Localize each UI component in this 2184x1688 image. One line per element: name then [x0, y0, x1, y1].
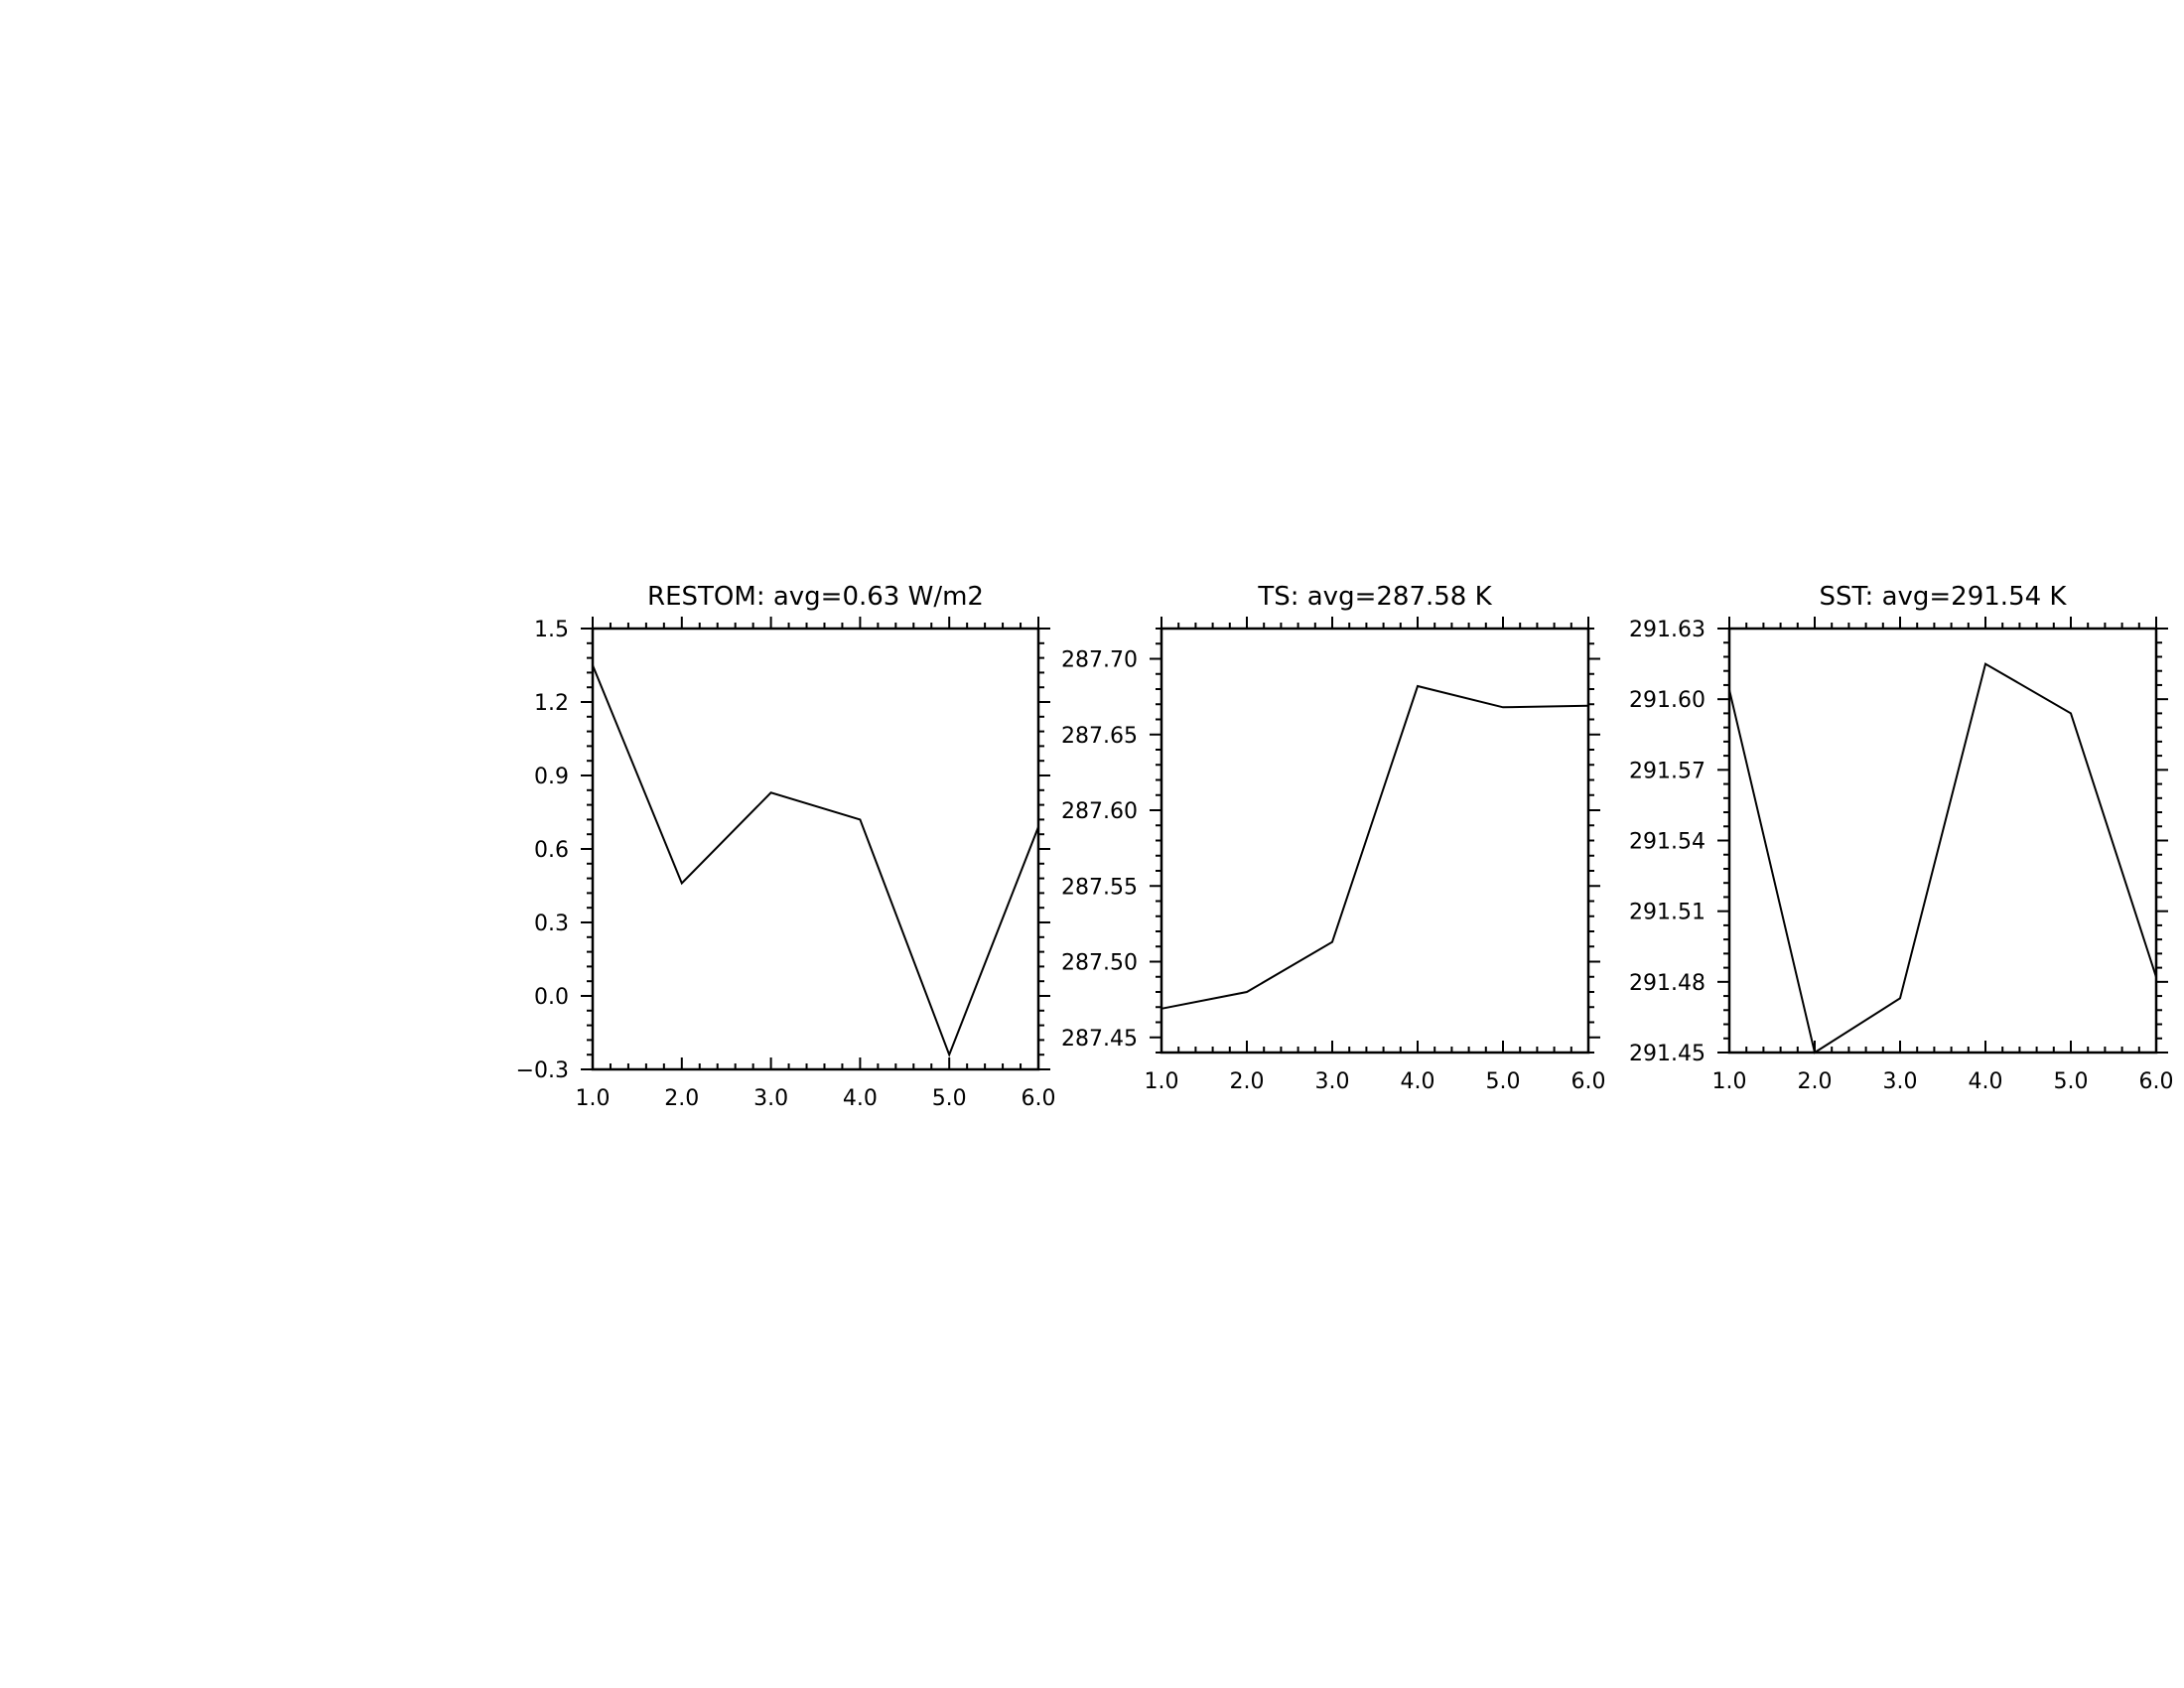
chart-2-y-tick-label: 287.60 [1061, 799, 1138, 824]
chart-1-x-tick-label: 3.0 [753, 1086, 788, 1111]
chart-2-y-tick-label: 287.45 [1061, 1027, 1138, 1052]
chart-2-y-tick-label: 287.55 [1061, 875, 1138, 900]
chart-2-y-tick-label: 287.50 [1061, 951, 1138, 976]
chart-3-y-tick-label: 291.63 [1629, 618, 1706, 642]
chart-1-plot-frame [591, 627, 1040, 1071]
panel-sst: SST: avg=291.54 K 1.0 2.0 3.0 4.0 5.0 6.0 291.4… [1629, 582, 2173, 1094]
chart-3-y-tick-label: 291.54 [1629, 830, 1706, 855]
chart-3-x-tick-label: 4.0 [1969, 1069, 2003, 1094]
chart-1-title: RESTOM: avg=0.63 W/m2 [647, 582, 984, 612]
chart-1-y-tick-label: 0.3 [534, 912, 569, 936]
chart-2-x-tick-label: 6.0 [1571, 1069, 1606, 1094]
chart-3-y-tick-label: 291.45 [1629, 1042, 1706, 1066]
chart-1-x-tick-label: 2.0 [664, 1086, 699, 1111]
panel-ts: TS: avg=287.58 K 1.0 2.0 3.0 4.0 5.0 6.0 287.45… [1061, 582, 1605, 1094]
chart-3-y-tick-label: 291.57 [1629, 759, 1706, 783]
chart-2-series-line [1160, 684, 1589, 1010]
chart-3-x-tick-label: 1.0 [1712, 1069, 1747, 1094]
chart-3-x-tick-label: 2.0 [1798, 1069, 1833, 1094]
chart-1-y-tick-label: −0.3 [516, 1058, 569, 1083]
chart-2-x-tick-label: 3.0 [1315, 1069, 1350, 1094]
chart-3-y-tick-label: 291.60 [1629, 688, 1706, 713]
chart-3-y-tick-label: 291.51 [1629, 901, 1706, 925]
chart-1-x-tick-label: 1.0 [576, 1086, 611, 1111]
chart-2-plot-frame [1160, 627, 1590, 1055]
chart-1-y-tick-label: 1.5 [534, 618, 569, 642]
chart-2-x-tick-label: 4.0 [1401, 1069, 1435, 1094]
chart-3-title: SST: avg=291.54 K [1820, 582, 2068, 612]
panel-restom: RESTOM: avg=0.63 W/m2 1.0 2.0 3.0 4.0 5.0 6.0 −… [516, 582, 1056, 1111]
chart-2-x-tick-label: 2.0 [1230, 1069, 1265, 1094]
chart-2-x-tick-label: 5.0 [1486, 1069, 1521, 1094]
chart-1-x-tick-label: 5.0 [932, 1086, 967, 1111]
chart-2-title: TS: avg=287.58 K [1257, 582, 1492, 612]
chart-3-series-line [1728, 662, 2157, 1055]
chart-2-y-tick-label: 287.70 [1061, 648, 1138, 673]
chart-2-x-tick-label: 1.0 [1145, 1069, 1179, 1094]
chart-1-x-tick-label: 4.0 [843, 1086, 878, 1111]
chart-1-y-tick-label: 1.2 [534, 691, 569, 716]
chart-3-x-tick-label: 6.0 [2139, 1069, 2174, 1094]
chart-3-x-tick-label: 5.0 [2054, 1069, 2089, 1094]
chart-3-x-tick-label: 3.0 [1883, 1069, 1918, 1094]
chart-1-y-tick-label: 0.6 [534, 838, 569, 863]
chart-2-y-tick-label: 287.65 [1061, 724, 1138, 749]
chart-1-y-tick-label: 0.9 [534, 765, 569, 789]
chart-3-plot-frame [1727, 627, 2158, 1055]
chart-3-y-tick-label: 291.48 [1629, 971, 1706, 996]
chart-1-x-tick-label: 6.0 [1022, 1086, 1056, 1111]
chart-1-y-tick-label: 0.0 [534, 985, 569, 1010]
chart-1-series-line [592, 664, 1039, 1057]
